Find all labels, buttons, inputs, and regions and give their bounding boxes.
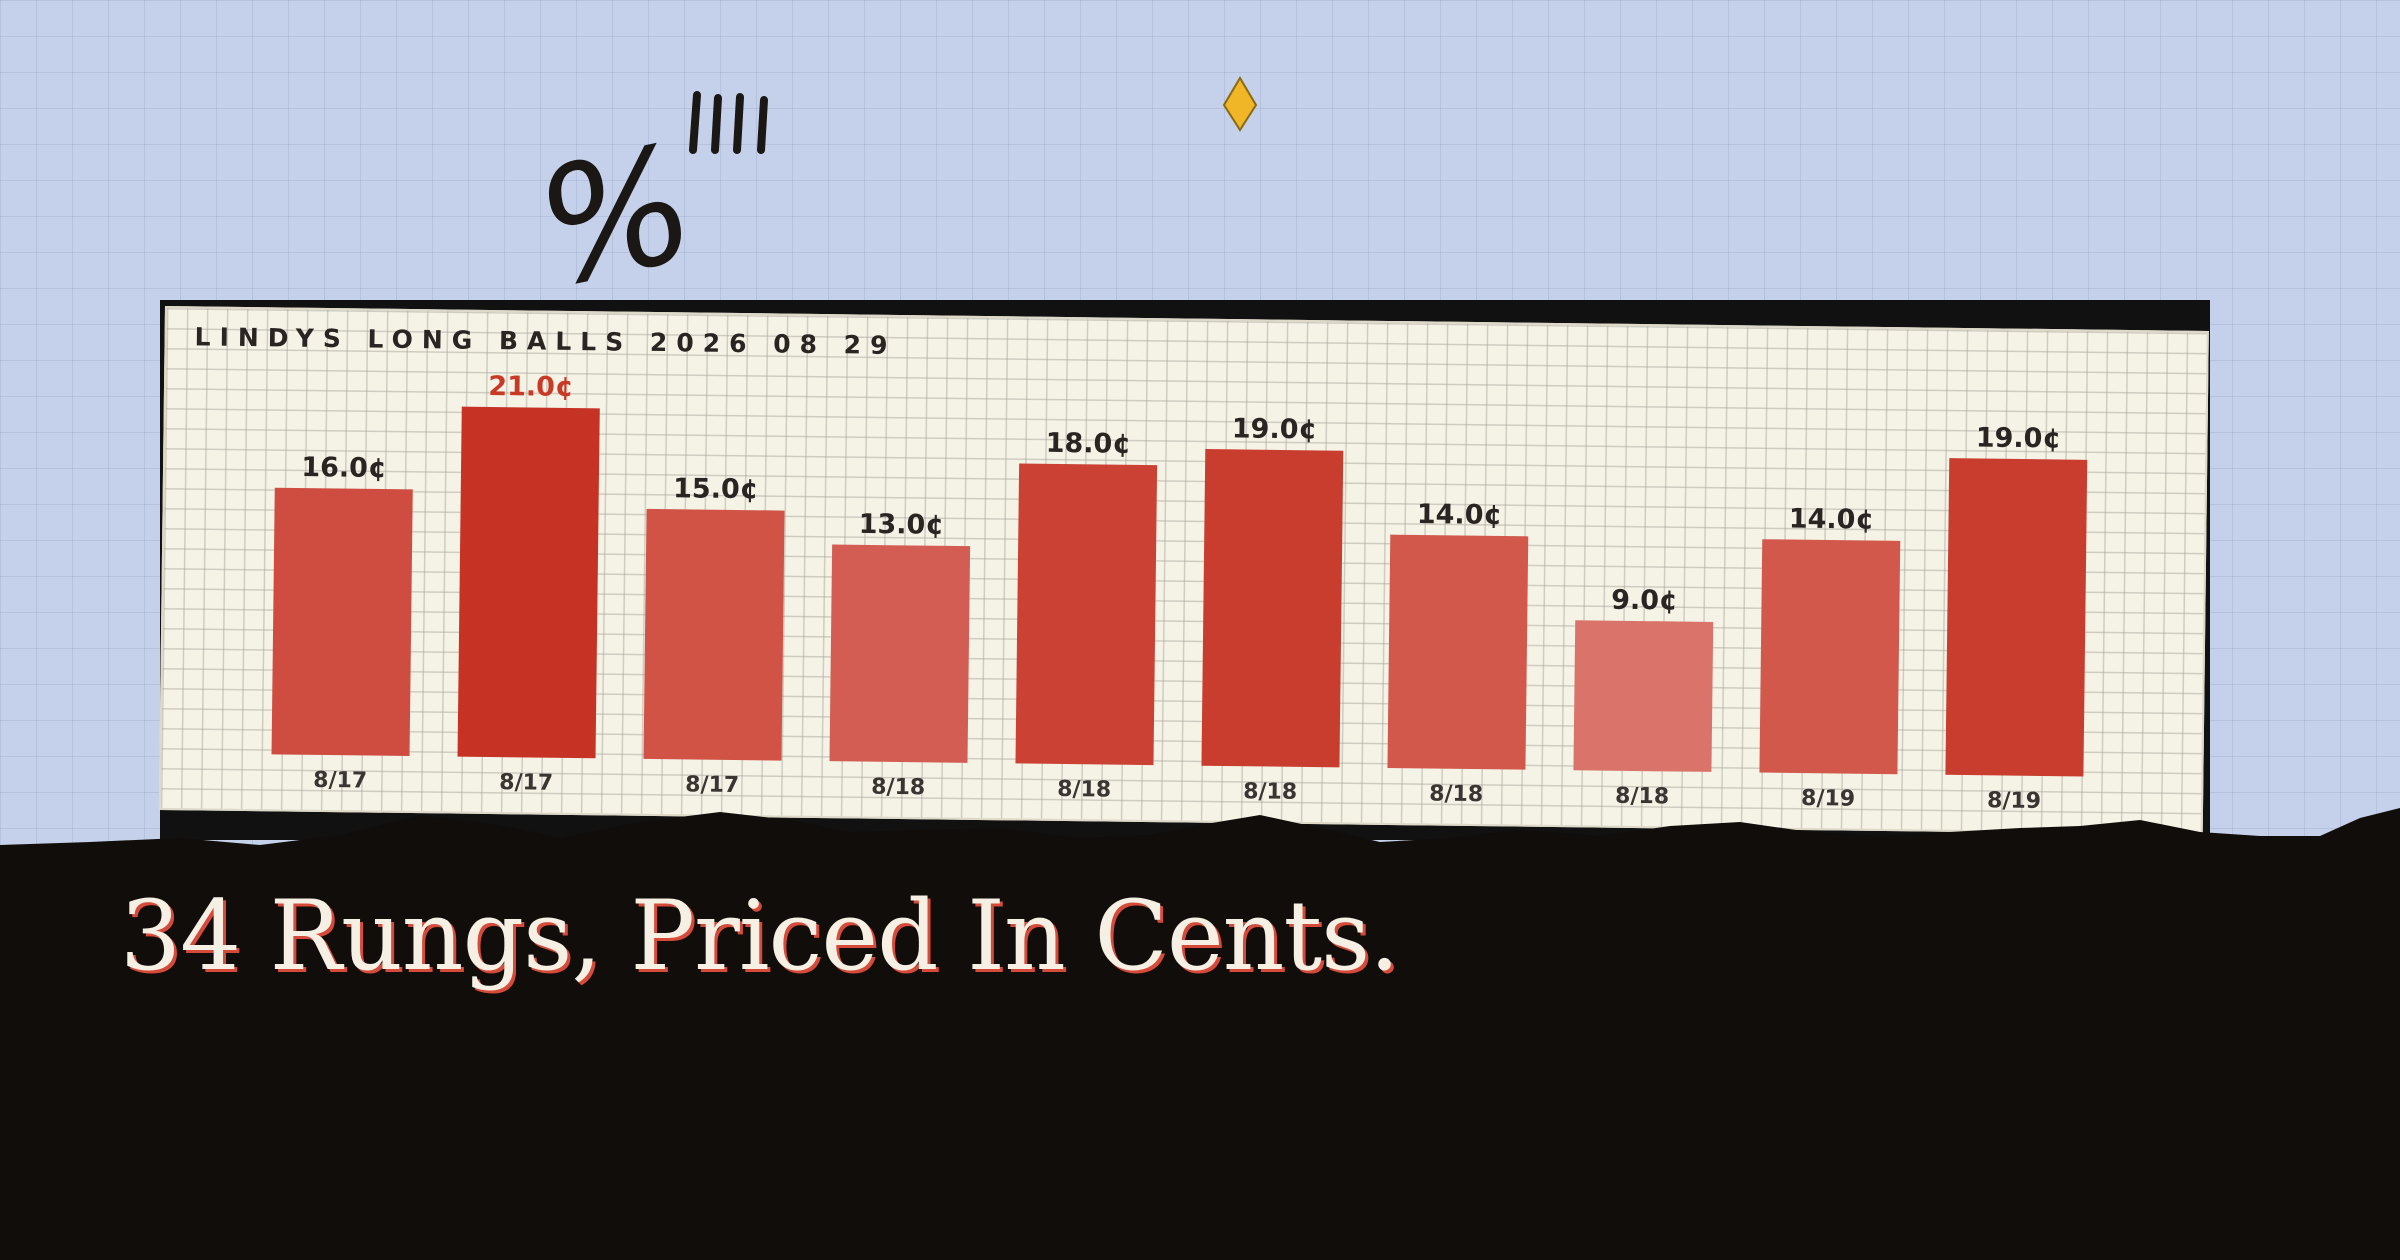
headline: 34 Rungs, Priced In Cents. bbox=[120, 880, 1400, 992]
category-label-7: 8/18 bbox=[1429, 781, 1483, 807]
category-label-10: 8/19 bbox=[1987, 788, 2041, 814]
category-label-4: 8/18 bbox=[871, 775, 925, 801]
value-label-9: 14.0¢ bbox=[1789, 504, 1875, 536]
value-label-7: 14.0¢ bbox=[1417, 499, 1503, 531]
value-label-5: 18.0¢ bbox=[1045, 428, 1131, 460]
bar-8 bbox=[1573, 620, 1714, 772]
category-label-3: 8/17 bbox=[685, 772, 739, 798]
bar-9 bbox=[1759, 539, 1901, 775]
value-label-3: 15.0¢ bbox=[673, 473, 759, 505]
bar-chart: 16.0¢ 8/17 21.0¢ 8/17 15.0¢ 8/17 13.0¢ 8/18 18.0… bbox=[271, 371, 2088, 814]
bar-4 bbox=[829, 544, 971, 763]
value-label-6: 19.0¢ bbox=[1232, 413, 1318, 445]
category-label-2: 8/17 bbox=[499, 770, 553, 796]
bar-1 bbox=[271, 487, 413, 757]
bar-6 bbox=[1201, 449, 1344, 768]
value-label-1: 16.0¢ bbox=[301, 452, 387, 484]
bar-7 bbox=[1387, 534, 1529, 770]
category-label-6: 8/18 bbox=[1243, 779, 1297, 805]
category-label-8: 8/18 bbox=[1615, 784, 1669, 810]
bar-3 bbox=[643, 508, 785, 761]
bar-2 bbox=[457, 406, 600, 759]
category-label-9: 8/19 bbox=[1801, 786, 1855, 812]
category-label-5: 8/18 bbox=[1057, 777, 1111, 803]
value-label-10: 19.0¢ bbox=[1976, 422, 2062, 454]
category-label-1: 8/17 bbox=[313, 768, 367, 794]
diamond-icon bbox=[1222, 76, 1258, 132]
chart-card: LINDYS LONG BALLS 2026 08 29 16.0¢ 8/17 21… bbox=[158, 306, 2209, 835]
tally-marks-icon bbox=[689, 91, 768, 154]
value-label-2: 21.0¢ bbox=[488, 371, 574, 403]
bar-5 bbox=[1015, 463, 1158, 766]
value-label-8: 9.0¢ bbox=[1611, 585, 1678, 617]
bar-10 bbox=[1945, 458, 2088, 777]
value-label-4: 13.0¢ bbox=[858, 509, 944, 541]
